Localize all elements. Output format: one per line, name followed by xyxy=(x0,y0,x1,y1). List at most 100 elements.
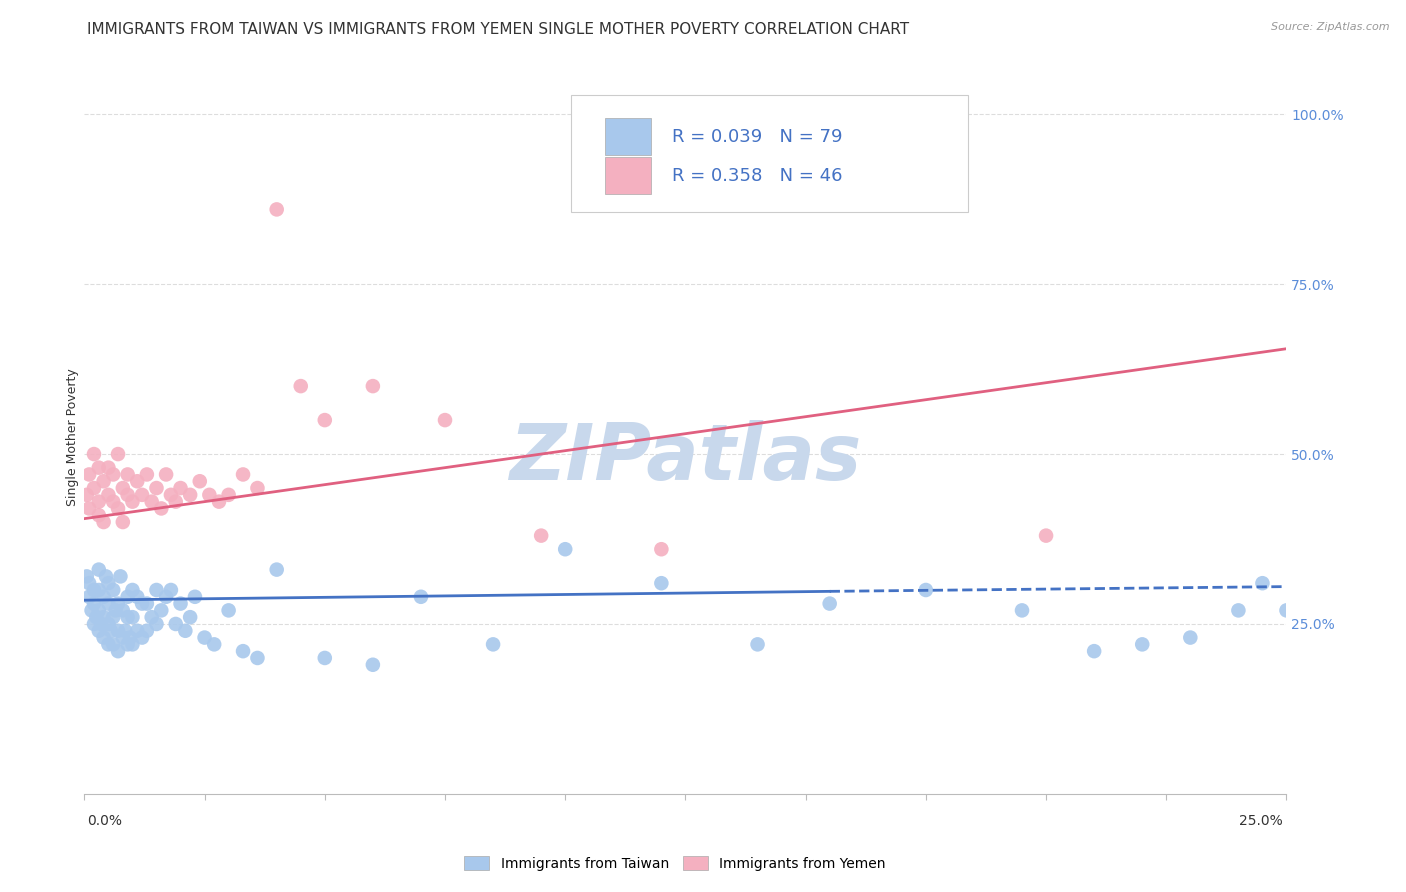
Point xyxy=(77,467,100,482)
Text: IMMIGRANTS FROM TAIWAN VS IMMIGRANTS FROM YEMEN SINGLE MOTHER POVERTY CORRELATIO: IMMIGRANTS FROM TAIWAN VS IMMIGRANTS FRO… xyxy=(87,22,910,37)
Point xyxy=(103,582,125,597)
Point xyxy=(1035,528,1057,542)
Point xyxy=(87,494,110,508)
Point xyxy=(314,413,336,427)
Point xyxy=(77,590,100,604)
Point xyxy=(145,481,167,495)
Point xyxy=(111,603,134,617)
Point xyxy=(104,603,127,617)
Point xyxy=(361,379,384,393)
Point xyxy=(434,413,457,427)
Point xyxy=(83,617,105,632)
Point xyxy=(650,576,672,591)
Text: ZIPatlas: ZIPatlas xyxy=(509,420,862,497)
Point xyxy=(314,651,336,665)
Point xyxy=(111,631,134,645)
Point xyxy=(103,637,125,651)
Point xyxy=(650,542,672,557)
Point xyxy=(87,582,110,597)
Point xyxy=(135,597,157,611)
Point xyxy=(218,603,240,617)
Point xyxy=(80,603,103,617)
Point xyxy=(246,651,269,665)
Point xyxy=(409,590,432,604)
FancyBboxPatch shape xyxy=(605,157,651,194)
FancyBboxPatch shape xyxy=(571,95,967,212)
Text: 25.0%: 25.0% xyxy=(1239,814,1282,828)
Y-axis label: Single Mother Poverty: Single Mother Poverty xyxy=(66,368,79,506)
Point xyxy=(165,494,187,508)
Point xyxy=(818,597,841,611)
Point xyxy=(97,576,120,591)
Legend: Immigrants from Taiwan, Immigrants from Yemen: Immigrants from Taiwan, Immigrants from … xyxy=(458,851,891,876)
Point xyxy=(87,563,110,577)
Point xyxy=(188,475,211,489)
Point xyxy=(246,481,269,495)
Point xyxy=(1275,603,1298,617)
Point xyxy=(103,610,125,624)
Point xyxy=(150,501,173,516)
Point xyxy=(165,617,187,632)
Point xyxy=(107,644,129,658)
Point xyxy=(97,617,120,632)
Point xyxy=(100,624,122,638)
Point xyxy=(114,624,136,638)
Point xyxy=(107,501,129,516)
Point xyxy=(155,590,177,604)
Point xyxy=(83,481,105,495)
Point xyxy=(87,460,110,475)
Point xyxy=(202,637,225,651)
Point xyxy=(290,379,312,393)
Point xyxy=(87,624,110,638)
Point xyxy=(107,447,129,461)
Point xyxy=(86,610,108,624)
Point xyxy=(169,481,191,495)
Point xyxy=(135,624,157,638)
Point xyxy=(135,467,157,482)
Point xyxy=(141,494,163,508)
Point xyxy=(232,644,254,658)
Point xyxy=(117,467,139,482)
Point xyxy=(121,637,143,651)
Point xyxy=(266,563,288,577)
Point xyxy=(117,488,139,502)
Point xyxy=(110,569,132,583)
Point xyxy=(103,467,125,482)
Point xyxy=(179,488,201,502)
Point xyxy=(145,582,167,597)
Point xyxy=(266,202,288,217)
Point xyxy=(218,488,240,502)
Point xyxy=(93,590,115,604)
Point xyxy=(76,488,98,502)
Point xyxy=(93,631,115,645)
Point xyxy=(184,590,207,604)
Point xyxy=(117,637,139,651)
Point xyxy=(77,501,100,516)
Point xyxy=(1083,644,1105,658)
FancyBboxPatch shape xyxy=(605,118,651,155)
Point xyxy=(530,528,553,542)
Point xyxy=(83,597,105,611)
Point xyxy=(87,603,110,617)
Point xyxy=(117,590,139,604)
Point xyxy=(121,610,143,624)
Point xyxy=(97,637,120,651)
Point xyxy=(131,631,153,645)
Point xyxy=(554,542,576,557)
Text: 0.0%: 0.0% xyxy=(87,814,122,828)
Point xyxy=(1011,603,1033,617)
Point xyxy=(90,617,112,632)
Point xyxy=(174,624,197,638)
Point xyxy=(97,597,120,611)
Point xyxy=(111,481,134,495)
Text: Source: ZipAtlas.com: Source: ZipAtlas.com xyxy=(1271,22,1389,32)
Point xyxy=(131,597,153,611)
Point xyxy=(117,610,139,624)
Text: R = 0.039   N = 79: R = 0.039 N = 79 xyxy=(672,128,842,145)
Point xyxy=(141,610,163,624)
Point xyxy=(145,617,167,632)
Point xyxy=(93,610,115,624)
Point xyxy=(127,624,149,638)
Point xyxy=(1251,576,1274,591)
Point xyxy=(150,603,173,617)
